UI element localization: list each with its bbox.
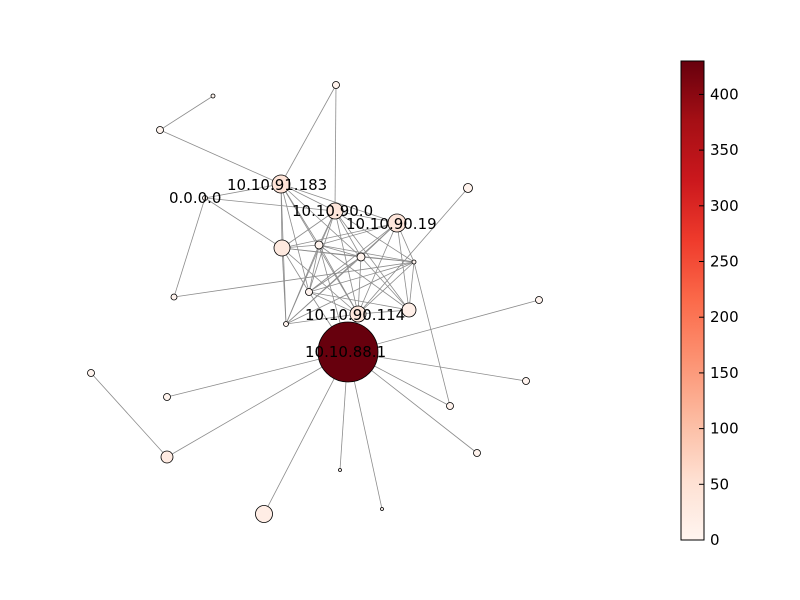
node-n-l-mid bbox=[170, 293, 178, 301]
edge bbox=[281, 222, 398, 249]
node-n-90114 bbox=[349, 305, 367, 323]
colorbar-ticks: 0 50 100 150 200 250 300 350 400 bbox=[699, 85, 739, 549]
node-n-tl bbox=[156, 126, 164, 134]
edge bbox=[204, 197, 283, 249]
edge bbox=[318, 222, 398, 246]
colorbar-tick-label-350: 350 bbox=[710, 141, 739, 159]
label-10-10-90-0: 10.10.90.0 bbox=[292, 202, 373, 220]
edge bbox=[280, 183, 398, 224]
label-10-10-91-183: 10.10.91.183 bbox=[227, 176, 327, 194]
node-n-0000 bbox=[202, 195, 208, 201]
node-n-br2 bbox=[473, 449, 481, 457]
node-n-e1 bbox=[411, 259, 417, 265]
edge bbox=[281, 247, 287, 325]
edge bbox=[159, 95, 214, 131]
edge bbox=[173, 197, 206, 298]
node-n-left-lower bbox=[160, 450, 174, 464]
edge bbox=[285, 244, 320, 325]
edge bbox=[280, 183, 336, 212]
node-n-top-r bbox=[332, 81, 340, 89]
edge bbox=[357, 256, 362, 315]
colorbar-tick-label-50: 50 bbox=[710, 475, 729, 493]
label-10-10-90-19: 10.10.90.19 bbox=[346, 215, 437, 233]
edge bbox=[159, 129, 282, 185]
node-n-c4 bbox=[283, 321, 289, 327]
edge bbox=[90, 372, 168, 458]
colorbar-tick-label-100: 100 bbox=[710, 420, 739, 438]
edge bbox=[308, 256, 362, 293]
edge bbox=[280, 183, 310, 293]
edge bbox=[360, 256, 415, 263]
node-n-ll2 bbox=[163, 393, 171, 401]
edge bbox=[166, 351, 349, 458]
node-n-900 bbox=[326, 202, 344, 220]
edge bbox=[334, 210, 410, 311]
edge bbox=[308, 291, 410, 311]
node-labels: 0.0.0.0 10.10.91.183 10.10.90.0 10.10.90… bbox=[169, 176, 437, 361]
edge bbox=[308, 261, 415, 293]
edge bbox=[285, 256, 362, 325]
edge bbox=[308, 291, 359, 315]
node-n-b1 bbox=[338, 468, 342, 472]
colorbar-tick-label-0: 0 bbox=[710, 531, 720, 549]
edge bbox=[318, 244, 362, 258]
node-n-8811 bbox=[317, 321, 379, 383]
colorbar: 0 50 100 150 200 250 300 350 400 bbox=[680, 60, 739, 549]
edge bbox=[408, 261, 415, 311]
edge bbox=[204, 183, 282, 199]
edge bbox=[413, 261, 451, 407]
edge bbox=[280, 84, 337, 185]
edge bbox=[357, 309, 410, 315]
edge bbox=[334, 210, 398, 224]
edge bbox=[318, 244, 359, 315]
edge bbox=[166, 351, 349, 398]
node-n-ll1 bbox=[87, 369, 95, 377]
edge bbox=[318, 244, 410, 311]
edge bbox=[285, 313, 359, 325]
edge bbox=[285, 261, 415, 325]
node-n-bottom-big bbox=[255, 505, 273, 523]
node-n-br1 bbox=[522, 377, 530, 385]
label-10-10-88-1: 10.10.88.1 bbox=[305, 343, 386, 361]
edge bbox=[357, 261, 415, 315]
node-n-right-mid bbox=[401, 302, 417, 318]
edge bbox=[308, 210, 336, 293]
node-n-c1 bbox=[314, 240, 324, 250]
node-n-r-mid2 bbox=[463, 183, 473, 193]
colorbar-tick-label-300: 300 bbox=[710, 197, 739, 215]
node-n-big-a bbox=[273, 239, 291, 257]
node-n-c3 bbox=[305, 288, 313, 296]
edge bbox=[281, 247, 359, 315]
colorbar-tick-label-200: 200 bbox=[710, 308, 739, 326]
nodes bbox=[87, 81, 543, 523]
edge bbox=[263, 351, 349, 515]
edge bbox=[308, 222, 398, 293]
node-n-b2 bbox=[380, 507, 384, 511]
edges bbox=[90, 84, 540, 515]
colorbar-tick-label-250: 250 bbox=[710, 253, 739, 271]
colorbar-gradient bbox=[680, 60, 705, 541]
node-n-right1 bbox=[446, 402, 454, 410]
edge bbox=[318, 244, 415, 263]
edge bbox=[357, 187, 469, 315]
edge bbox=[204, 197, 336, 212]
edge bbox=[396, 222, 410, 311]
colorbar-tick-label-150: 150 bbox=[710, 364, 739, 382]
edge bbox=[173, 261, 415, 298]
node-n-91183 bbox=[271, 174, 291, 194]
label-0-0-0-0: 0.0.0.0 bbox=[169, 189, 221, 207]
edge bbox=[357, 222, 398, 315]
edge bbox=[281, 247, 310, 293]
node-n-c2 bbox=[356, 252, 366, 262]
edge bbox=[281, 210, 336, 249]
node-n-far-r bbox=[535, 296, 543, 304]
edge bbox=[347, 299, 540, 353]
node-n-9019 bbox=[387, 213, 407, 233]
colorbar-tick-label-400: 400 bbox=[710, 85, 739, 103]
node-n-top-small bbox=[210, 93, 216, 99]
label-10-10-90-114: 10.10.90.114 bbox=[305, 306, 405, 324]
edge bbox=[308, 244, 320, 293]
edge bbox=[334, 84, 337, 212]
